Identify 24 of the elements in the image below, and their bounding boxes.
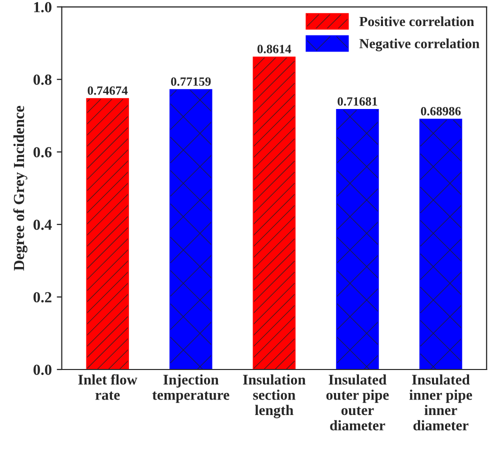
bar	[419, 118, 462, 370]
legend-label: Positive correlation	[359, 16, 474, 26]
bar	[169, 89, 212, 370]
bar	[86, 98, 129, 370]
x-tick-label: Insulated outer pipe outer diameter	[326, 374, 389, 430]
data-label: 0.71681	[338, 97, 378, 106]
y-tick-label: 0.6	[34, 147, 52, 158]
bar	[252, 56, 296, 370]
y-tick-label: 0.8	[34, 74, 52, 85]
y-tick-label: 0.0	[34, 364, 52, 376]
data-label: 0.77159	[171, 77, 211, 86]
data-label: 0.8614	[257, 44, 292, 54]
x-tick-label: Injection temperature	[152, 374, 230, 403]
y-tick-label: 0.4	[34, 220, 52, 230]
data-label: 0.68986	[420, 106, 461, 116]
data-label: 0.74674	[88, 86, 128, 95]
bar	[336, 109, 379, 370]
y-tick-label: 0.2	[34, 292, 52, 302]
y-axis-title: Degree of Grey Incidence	[13, 106, 28, 271]
x-tick-label: Insulated inner pipe inner diameter	[409, 374, 472, 430]
legend-label: Negative correlation	[359, 38, 480, 52]
x-tick-label: Inlet flow rate	[78, 374, 138, 400]
x-tick-label: Insulation section length	[243, 374, 306, 418]
y-tick-label: 1.0	[34, 2, 52, 12]
